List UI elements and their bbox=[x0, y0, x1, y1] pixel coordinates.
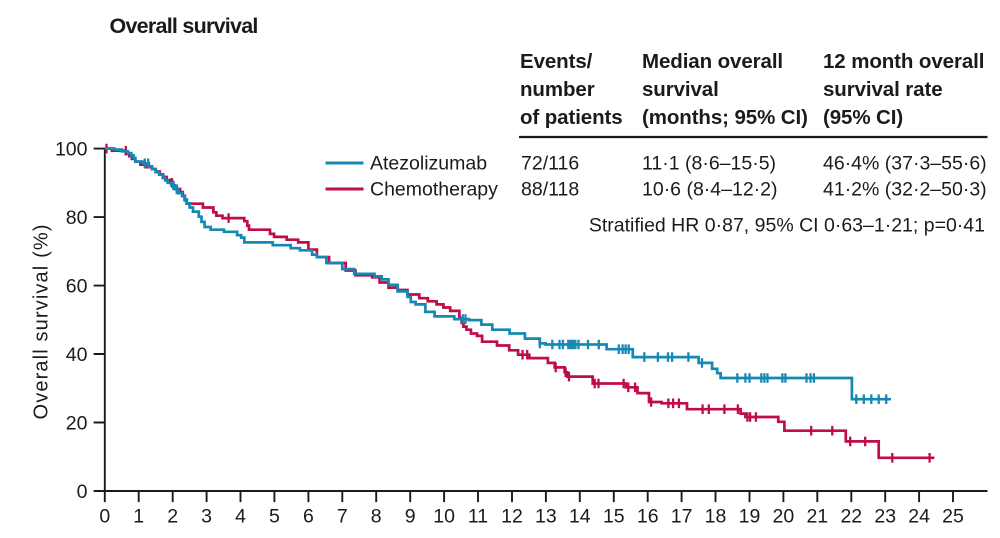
svg-text:Events/: Events/ bbox=[520, 50, 593, 73]
svg-text:Chemotherapy: Chemotherapy bbox=[370, 179, 498, 201]
svg-text:41·2% (32·2–50·3): 41·2% (32·2–50·3) bbox=[823, 179, 987, 201]
svg-text:23: 23 bbox=[874, 506, 896, 528]
svg-text:Atezolizumab: Atezolizumab bbox=[370, 153, 487, 175]
svg-text:17: 17 bbox=[671, 506, 693, 528]
svg-text:6: 6 bbox=[303, 506, 314, 528]
svg-text:20: 20 bbox=[773, 506, 795, 528]
svg-text:number: number bbox=[520, 78, 595, 101]
svg-text:4: 4 bbox=[235, 506, 246, 528]
svg-text:88/118: 88/118 bbox=[521, 179, 579, 201]
svg-text:18: 18 bbox=[705, 506, 727, 528]
svg-text:10: 10 bbox=[433, 506, 455, 528]
svg-text:24: 24 bbox=[908, 506, 930, 528]
svg-text:2: 2 bbox=[167, 506, 178, 528]
svg-text:22: 22 bbox=[840, 506, 862, 528]
svg-text:Overall survival (%): Overall survival (%) bbox=[31, 225, 53, 420]
svg-text:13: 13 bbox=[535, 506, 557, 528]
svg-text:7: 7 bbox=[337, 506, 348, 528]
svg-text:Median overall: Median overall bbox=[642, 50, 783, 73]
svg-text:9: 9 bbox=[405, 506, 416, 528]
svg-text:25: 25 bbox=[942, 506, 964, 528]
svg-text:80: 80 bbox=[66, 207, 88, 229]
svg-text:Overall survival: Overall survival bbox=[110, 14, 258, 38]
svg-text:3: 3 bbox=[201, 506, 212, 528]
svg-text:1: 1 bbox=[133, 506, 144, 528]
svg-text:0: 0 bbox=[99, 506, 110, 528]
svg-text:8: 8 bbox=[371, 506, 382, 528]
svg-text:11·1 (8·6–15·5): 11·1 (8·6–15·5) bbox=[642, 153, 776, 175]
svg-text:12: 12 bbox=[501, 506, 523, 528]
svg-text:60: 60 bbox=[66, 275, 88, 297]
svg-text:19: 19 bbox=[739, 506, 761, 528]
svg-text:11: 11 bbox=[468, 506, 488, 528]
svg-text:5: 5 bbox=[269, 506, 280, 528]
svg-text:(95% CI): (95% CI) bbox=[823, 106, 903, 129]
svg-text:of patients: of patients bbox=[520, 106, 623, 129]
svg-text:16: 16 bbox=[637, 506, 659, 528]
svg-text:0: 0 bbox=[77, 481, 88, 503]
svg-text:100: 100 bbox=[55, 138, 88, 160]
svg-text:46·4% (37·3–55·6): 46·4% (37·3–55·6) bbox=[823, 153, 987, 175]
svg-text:72/116: 72/116 bbox=[521, 153, 579, 175]
svg-text:21: 21 bbox=[806, 506, 828, 528]
svg-text:Stratified HR 0·87, 95% CI 0·6: Stratified HR 0·87, 95% CI 0·63–1·21; p=… bbox=[589, 215, 985, 237]
svg-text:20: 20 bbox=[66, 412, 88, 434]
svg-text:12 month overall: 12 month overall bbox=[823, 50, 984, 73]
svg-text:15: 15 bbox=[603, 506, 625, 528]
svg-text:40: 40 bbox=[66, 344, 88, 366]
svg-text:14: 14 bbox=[569, 506, 591, 528]
svg-text:(months; 95% CI): (months; 95% CI) bbox=[642, 106, 808, 129]
svg-text:survival: survival bbox=[642, 78, 719, 101]
svg-text:survival rate: survival rate bbox=[823, 78, 943, 101]
svg-text:10·6 (8·4–12·2): 10·6 (8·4–12·2) bbox=[642, 179, 778, 201]
